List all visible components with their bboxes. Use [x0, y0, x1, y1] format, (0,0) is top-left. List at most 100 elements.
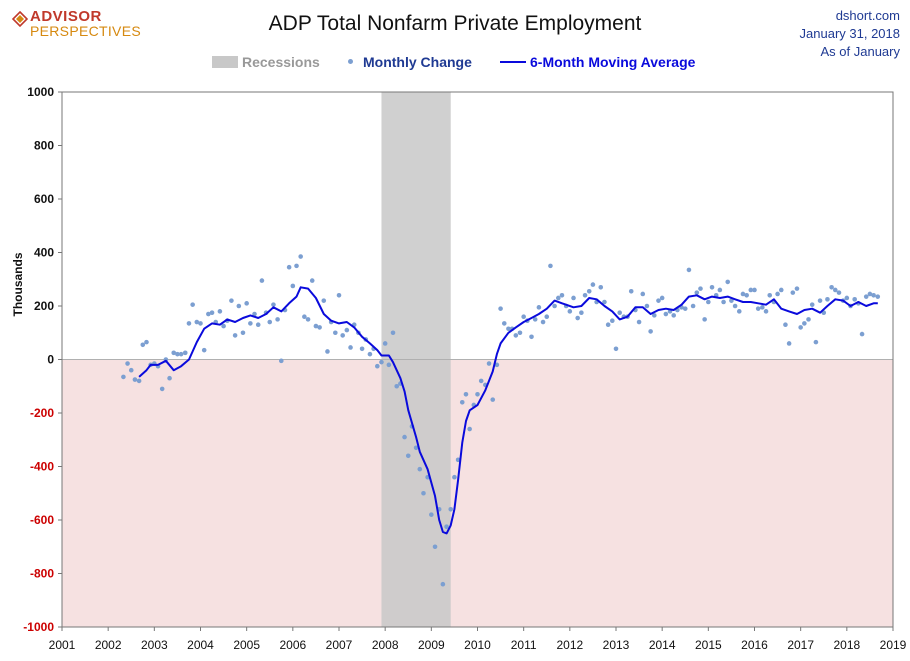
- monthly-change-point: [690, 303, 696, 309]
- monthly-change-point: [267, 319, 273, 325]
- x-tick-label: 2003: [141, 638, 168, 652]
- legend-recessions: Recessions: [212, 54, 320, 70]
- y-tick-label: 200: [34, 299, 54, 313]
- monthly-change-point: [752, 287, 757, 293]
- y-tick-label: 600: [34, 192, 54, 206]
- monthly-change-point: [286, 264, 292, 270]
- x-tick-label: 2018: [833, 638, 860, 652]
- monthly-change-point: [348, 345, 353, 350]
- x-tick-label: 2015: [695, 638, 722, 652]
- monthly-change-point: [498, 306, 503, 311]
- advisor-perspectives-logo: ADVISOR PERSPECTIVES: [10, 6, 160, 46]
- legend-monthly-swatch: [348, 59, 353, 64]
- y-tick-label: -800: [30, 567, 54, 581]
- legend-recessions-label: Recessions: [242, 54, 320, 70]
- monthly-change-point: [806, 317, 811, 322]
- monthly-change-point: [517, 330, 523, 336]
- monthly-change-point: [640, 291, 646, 297]
- monthly-change-point: [809, 302, 815, 307]
- monthly-change-point: [313, 323, 319, 329]
- legend-ma-swatch: [500, 61, 526, 63]
- monthly-change-point: [575, 315, 580, 321]
- monthly-change-point: [405, 453, 411, 459]
- monthly-change-point: [598, 284, 604, 290]
- monthly-change-point: [359, 346, 365, 352]
- monthly-change-point: [275, 317, 280, 322]
- monthly-change-point: [221, 323, 226, 329]
- y-tick-label: -400: [30, 460, 54, 474]
- monthly-change-point: [532, 317, 538, 322]
- monthly-change-point: [559, 293, 565, 298]
- x-tick-label: 2005: [233, 638, 260, 652]
- monthly-change-point: [413, 445, 419, 451]
- monthly-change-point: [571, 295, 576, 301]
- monthly-change-point: [832, 287, 838, 293]
- monthly-change-point: [871, 293, 876, 298]
- monthly-change-point: [863, 294, 869, 299]
- monthly-change-point: [444, 524, 449, 529]
- monthly-change-point: [767, 293, 773, 298]
- monthly-change-point: [783, 322, 788, 328]
- monthly-change-point: [394, 383, 400, 389]
- monthly-change-point: [382, 341, 388, 346]
- as-of-label: As of January: [820, 44, 901, 59]
- monthly-change-point: [178, 351, 184, 357]
- monthly-change-point: [167, 375, 172, 381]
- monthly-change-point: [829, 284, 834, 290]
- y-tick-label: -600: [30, 513, 54, 527]
- monthly-change-point: [521, 314, 526, 320]
- x-tick-label: 2011: [511, 638, 537, 652]
- monthly-change-point: [317, 325, 322, 330]
- monthly-change-point: [198, 321, 203, 326]
- monthly-change-point: [325, 349, 330, 354]
- monthly-change-point: [513, 333, 519, 338]
- monthly-change-point: [278, 358, 284, 364]
- monthly-change-point: [605, 322, 611, 328]
- monthly-change-point: [459, 400, 465, 405]
- monthly-change-point: [729, 298, 734, 303]
- monthly-change-point: [763, 309, 769, 314]
- monthly-change-point: [798, 325, 803, 330]
- monthly-change-point: [467, 426, 472, 432]
- monthly-change-point: [836, 290, 842, 295]
- monthly-change-point: [494, 362, 500, 368]
- monthly-change-point: [817, 298, 823, 303]
- logo-line-1: ADVISOR: [30, 8, 102, 25]
- y-tick-label: 400: [34, 246, 54, 260]
- monthly-change-point: [402, 434, 407, 440]
- monthly-change-point: [613, 346, 619, 352]
- monthly-change-point: [702, 317, 707, 322]
- monthly-change-point: [190, 302, 195, 307]
- monthly-change-point: [648, 329, 653, 334]
- monthly-change-point: [232, 333, 238, 338]
- monthly-change-point: [694, 290, 700, 295]
- chart-title: ADP Total Nonfarm Private Employment: [268, 12, 642, 35]
- monthly-change-point: [309, 278, 315, 283]
- monthly-change-point: [582, 293, 588, 298]
- monthly-change-point: [206, 311, 211, 317]
- monthly-change-point: [302, 314, 307, 320]
- monthly-change-point: [852, 297, 857, 302]
- legend-recessions-swatch: [212, 56, 238, 68]
- monthly-change-point: [271, 302, 276, 307]
- monthly-change-point: [194, 319, 200, 325]
- y-tick-label: -200: [30, 406, 54, 420]
- monthly-change-point: [644, 303, 650, 309]
- monthly-change-point: [671, 313, 677, 318]
- date-label: January 31, 2018: [799, 26, 900, 41]
- monthly-change-point: [548, 263, 553, 269]
- monthly-change-point: [209, 310, 215, 315]
- monthly-change-point: [290, 283, 296, 289]
- monthly-change-point: [586, 288, 592, 294]
- legend-monthly-change: Monthly Change: [348, 54, 472, 70]
- x-tick-label: 2013: [603, 638, 630, 652]
- monthly-change-point: [552, 303, 557, 309]
- monthly-change-point: [298, 254, 303, 259]
- monthly-change-point: [636, 319, 642, 325]
- monthly-change-point: [144, 339, 149, 345]
- monthly-change-point: [744, 293, 749, 298]
- negative-region: [62, 359, 893, 627]
- monthly-change-point: [859, 331, 865, 337]
- monthly-change-point: [236, 303, 242, 309]
